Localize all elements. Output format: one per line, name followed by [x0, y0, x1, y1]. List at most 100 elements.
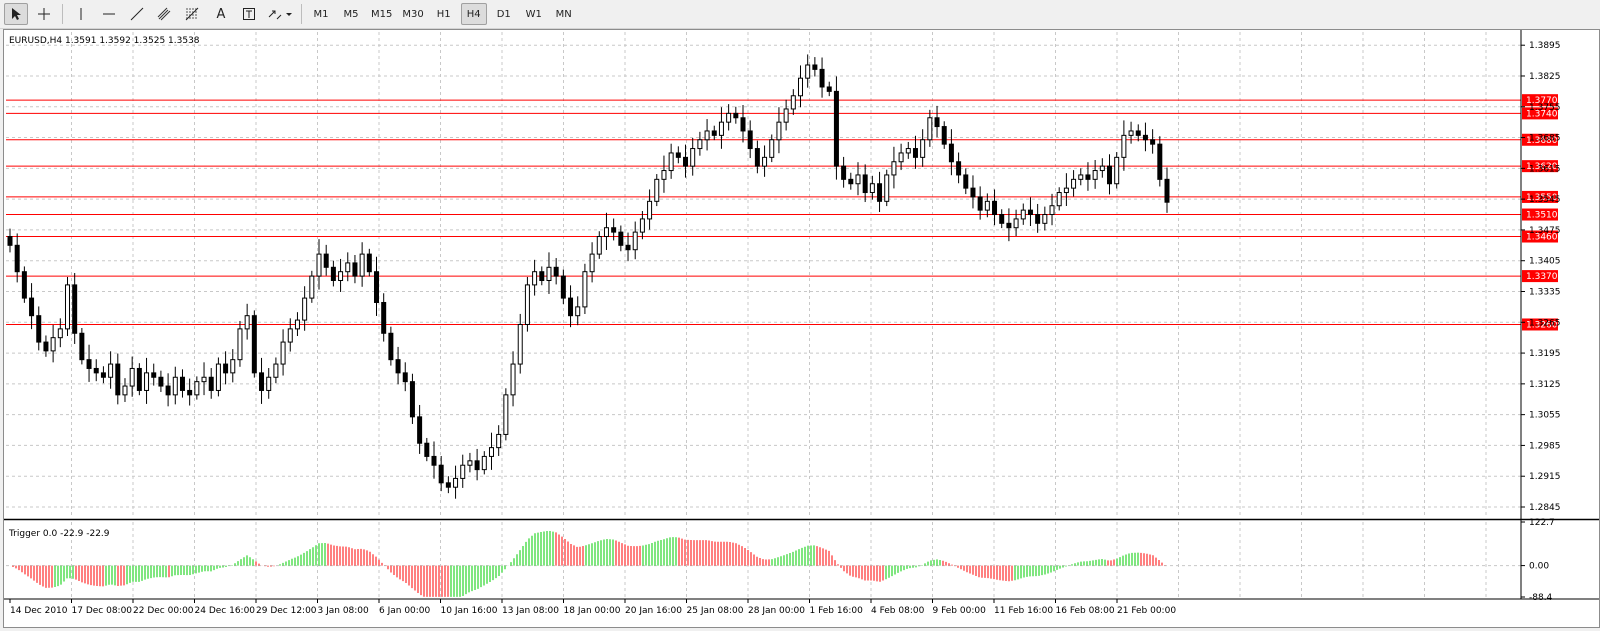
candle-body: [1150, 139, 1156, 145]
candle-body: [158, 376, 164, 387]
candle-body: [877, 183, 883, 202]
candle-body: [187, 389, 193, 396]
candle-body: [891, 161, 897, 176]
candle-body: [316, 253, 322, 277]
candle-body: [359, 253, 365, 277]
candle-body: [108, 363, 114, 378]
candle-body: [797, 77, 803, 97]
candle-body: [819, 68, 825, 88]
candle-body: [352, 262, 358, 277]
x-tick-label: 9 Feb 00:00: [933, 606, 987, 616]
candle-body: [280, 341, 286, 365]
candle-body: [589, 253, 595, 273]
price-chart[interactable]: 1.3770 1.3740 1.3680 1.3620 1.3550 1.3510 1.34…: [4, 30, 1599, 627]
x-tick-label: 10 Jan 16:00: [441, 606, 498, 616]
timeframe-m1-button[interactable]: M1: [313, 8, 329, 20]
indicator-y-tick-label: -88.4: [1529, 593, 1553, 603]
indicator-y-tick-label: 0.00: [1529, 562, 1549, 572]
candle-body: [862, 174, 868, 194]
candle-body: [14, 244, 20, 273]
timeframe-w1-button[interactable]: W1: [525, 8, 542, 20]
candle-body: [345, 262, 351, 273]
fibonacci-tool-icon[interactable]: [181, 3, 205, 25]
y-tick-label: 1.3545: [1529, 195, 1561, 205]
candle-body: [93, 367, 99, 374]
candle-body: [912, 148, 918, 158]
y-tick-label: 1.3895: [1529, 41, 1561, 51]
candle-body: [7, 236, 13, 246]
candle-body: [179, 376, 185, 391]
candle-body: [675, 152, 681, 158]
candle-body: [1085, 174, 1091, 180]
candle-body: [603, 227, 609, 238]
y-tick-label: 1.3475: [1529, 226, 1561, 236]
crosshair-tool-icon[interactable]: [32, 3, 56, 25]
timeframe-h4-button[interactable]: H4: [460, 3, 487, 25]
candle-body: [453, 477, 459, 488]
timeframe-mn-button[interactable]: MN: [555, 8, 572, 20]
candle-body: [747, 130, 753, 150]
candle-body: [920, 139, 926, 158]
candle-body: [438, 464, 444, 484]
candle-body: [575, 306, 581, 317]
toolbar-separator: [62, 4, 63, 24]
trendline-tool-icon[interactable]: [125, 3, 149, 25]
candle-body: [611, 227, 617, 233]
level-line-tag: [1522, 190, 1558, 203]
candle-body: [848, 178, 854, 185]
timeframe-m15-button[interactable]: M15: [371, 8, 393, 20]
candle-body: [963, 174, 969, 189]
horizontal-line-tool-icon[interactable]: [97, 3, 121, 25]
level-line-label: 1.3620: [1526, 162, 1558, 172]
candle-body: [884, 174, 890, 202]
candle-body: [402, 372, 408, 383]
candle-body: [711, 130, 717, 136]
arrows-tool-icon[interactable]: [265, 3, 295, 25]
candle-body: [417, 416, 423, 444]
y-tick-label: 1.3335: [1529, 287, 1561, 297]
candle-body: [503, 394, 509, 435]
candle-body: [1135, 130, 1141, 136]
text-label-tool-icon[interactable]: [237, 3, 261, 25]
y-tick-label: 1.3055: [1529, 411, 1561, 421]
timeframe-m5-button[interactable]: M5: [343, 8, 359, 20]
candle-body: [237, 328, 243, 361]
x-tick-label: 22 Dec 00:00: [133, 606, 194, 616]
candle-body: [273, 363, 279, 378]
text-tool-icon[interactable]: A: [216, 6, 226, 22]
candle-body: [64, 284, 70, 330]
candle-body: [215, 363, 221, 391]
x-tick-label: 20 Jan 16:00: [625, 606, 682, 616]
candle-body: [57, 328, 63, 339]
candle-body: [251, 315, 257, 374]
candle-body: [726, 112, 732, 123]
candle-body: [690, 148, 696, 167]
candle-body: [266, 376, 272, 391]
candle-body: [460, 464, 466, 479]
candle-body: [208, 376, 214, 391]
candle-body: [1128, 130, 1134, 136]
x-tick-label: 28 Jan 00:00: [748, 606, 805, 616]
cursor-tool-icon[interactable]: [4, 3, 28, 25]
equidistant-channel-tool-icon[interactable]: [153, 3, 177, 25]
x-tick-label: 17 Dec 08:00: [72, 606, 133, 616]
timeframe-d1-button[interactable]: D1: [496, 8, 511, 20]
x-tick-label: 14 Dec 2010: [10, 606, 68, 616]
timeframe-h1-button[interactable]: H1: [436, 8, 451, 20]
timeframe-m30-button[interactable]: M30: [402, 8, 424, 20]
level-line-label: 1.3680: [1526, 136, 1558, 146]
chart-window[interactable]: 1.3770 1.3740 1.3680 1.3620 1.3550 1.3510 1.34…: [3, 29, 1600, 628]
candle-body: [1035, 214, 1041, 224]
candle-body: [596, 236, 602, 255]
candle-body: [970, 187, 976, 198]
candle-body: [999, 214, 1005, 224]
candle-body: [812, 64, 818, 70]
candle-body: [395, 359, 401, 374]
candle-body: [740, 117, 746, 132]
x-tick-label: 6 Jan 00:00: [379, 606, 431, 616]
candle-body: [618, 231, 624, 246]
candle-body: [790, 95, 796, 110]
candle-body: [21, 271, 27, 299]
x-tick-label: 3 Jan 08:00: [318, 606, 370, 616]
vertical-line-tool-icon[interactable]: [69, 3, 93, 25]
